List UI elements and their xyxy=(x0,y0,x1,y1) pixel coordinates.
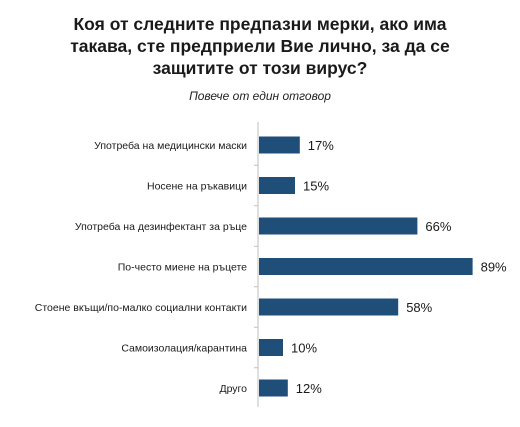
data-label: 58% xyxy=(406,300,432,315)
chart-title-line-3: защитите от този вирус? xyxy=(152,58,368,78)
bar xyxy=(259,217,418,235)
category-label: По-често миене на ръцете xyxy=(118,262,247,274)
chart-title-line-2: такава, сте предприели Вие лично, за да … xyxy=(70,36,450,56)
category-label: Стоене вкъщи/по-малко социални контакти xyxy=(35,302,247,314)
bar xyxy=(259,136,300,154)
data-label: 66% xyxy=(425,219,451,234)
category-label: Носене на ръкавици xyxy=(147,181,247,193)
data-label: 17% xyxy=(308,138,334,153)
category-label: Друго xyxy=(219,383,247,395)
data-label: 10% xyxy=(291,341,317,356)
category-label: Самоизолация/карантина xyxy=(121,343,247,355)
chart-title: Коя от следните предпазни мерки, ако има… xyxy=(0,13,520,79)
category-label: Употреба на дезинфектант за ръце xyxy=(75,221,247,233)
category-label: Употреба на медицински маски xyxy=(94,140,247,152)
chart-title-line-1: Коя от следните предпазни мерки, ако има xyxy=(73,14,447,34)
bar xyxy=(259,177,295,194)
bar xyxy=(259,258,473,275)
bar xyxy=(259,379,288,397)
bar xyxy=(259,298,399,316)
data-label: 89% xyxy=(481,260,507,275)
data-label: 15% xyxy=(303,179,329,194)
chart-subtitle: Повече от един отговор xyxy=(189,89,331,103)
data-label: 12% xyxy=(296,381,322,396)
bar xyxy=(259,339,283,356)
